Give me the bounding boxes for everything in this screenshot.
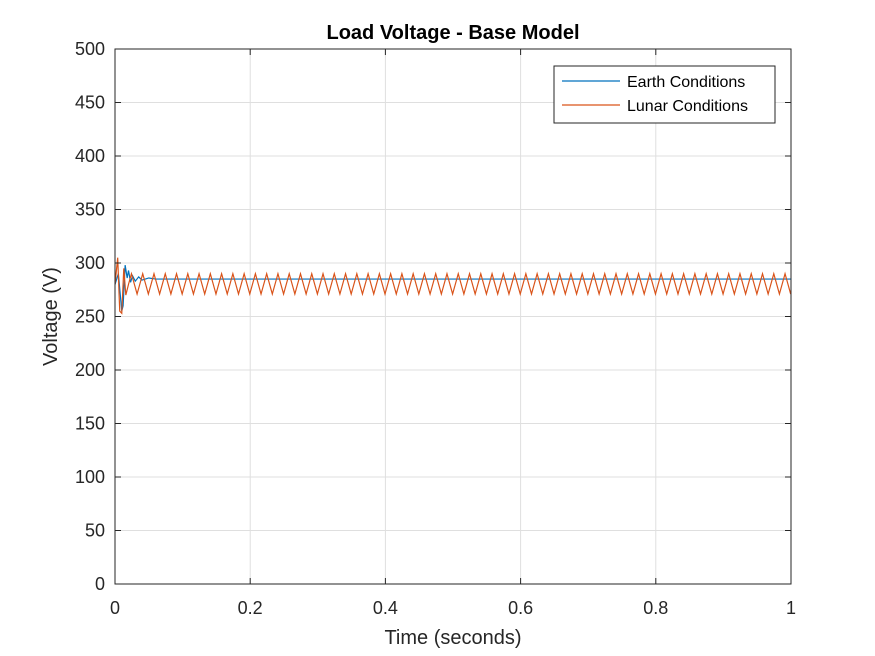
y-tick-label: 450 [75, 93, 105, 113]
x-tick-label: 0.8 [643, 598, 668, 618]
legend[interactable]: Earth Conditions Lunar Conditions [553, 65, 776, 124]
x-tick-label: 0.4 [373, 598, 398, 618]
series-line-lunar [115, 257, 791, 315]
x-tick-label: 1 [786, 598, 796, 618]
y-tick-label: 150 [75, 414, 105, 434]
grid [115, 49, 791, 584]
legend-entry-label: Lunar Conditions [627, 98, 748, 115]
y-tick-label: 350 [75, 200, 105, 220]
x-tick-label: 0.2 [238, 598, 263, 618]
chart-title: Load Voltage - Base Model [327, 22, 580, 44]
y-tick-label: 0 [95, 574, 105, 594]
series-line-earth [115, 265, 791, 312]
y-tick-label: 100 [75, 467, 105, 487]
x-axis-label: Time (seconds) [384, 627, 521, 649]
y-tick-label: 400 [75, 146, 105, 166]
x-tick-label: 0 [110, 598, 120, 618]
series-layer [115, 257, 791, 315]
y-tick-label: 300 [75, 253, 105, 273]
legend-entry-label: Earth Conditions [627, 74, 745, 91]
y-tick-label: 200 [75, 360, 105, 380]
y-tick-label: 500 [75, 39, 105, 59]
y-axis-label: Voltage (V) [40, 267, 62, 366]
x-tick-label: 0.6 [508, 598, 533, 618]
ticks: 0 0.2 0.4 0.6 0.8 1 0 50 100 150 200 250 300 350 400 45… [75, 39, 796, 618]
y-tick-label: 250 [75, 307, 105, 327]
legend-box [553, 65, 776, 124]
y-tick-label: 50 [85, 521, 105, 541]
